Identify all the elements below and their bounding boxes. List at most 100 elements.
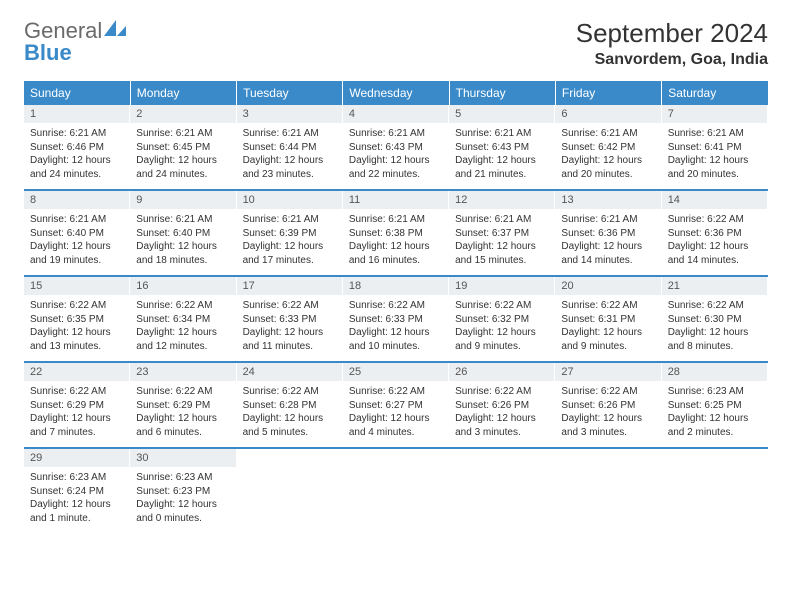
day-body: Sunrise: 6:21 AMSunset: 6:43 PMDaylight:… — [343, 123, 449, 189]
day-cell: 23Sunrise: 6:22 AMSunset: 6:29 PMDayligh… — [130, 362, 236, 448]
day-line-d1: Daylight: 12 hours — [30, 326, 124, 340]
day-line-sr: Sunrise: 6:22 AM — [561, 299, 655, 313]
day-line-ss: Sunset: 6:40 PM — [136, 227, 230, 241]
day-line-ss: Sunset: 6:24 PM — [30, 485, 124, 499]
day-number: 27 — [555, 363, 661, 381]
day-number: 11 — [343, 191, 449, 209]
day-cell: 27Sunrise: 6:22 AMSunset: 6:26 PMDayligh… — [555, 362, 661, 448]
day-cell: 8Sunrise: 6:21 AMSunset: 6:40 PMDaylight… — [24, 190, 130, 276]
day-number: 23 — [130, 363, 236, 381]
day-body: Sunrise: 6:22 AMSunset: 6:26 PMDaylight:… — [555, 381, 661, 447]
day-number: 21 — [662, 277, 768, 295]
day-line-d1: Daylight: 12 hours — [136, 240, 230, 254]
day-cell: 13Sunrise: 6:21 AMSunset: 6:36 PMDayligh… — [555, 190, 661, 276]
day-line-sr: Sunrise: 6:22 AM — [136, 385, 230, 399]
day-body: Sunrise: 6:21 AMSunset: 6:46 PMDaylight:… — [24, 123, 130, 189]
day-number: 30 — [130, 449, 236, 467]
day-cell: 26Sunrise: 6:22 AMSunset: 6:26 PMDayligh… — [449, 362, 555, 448]
day-line-d2: and 2 minutes. — [668, 426, 762, 440]
day-body: Sunrise: 6:22 AMSunset: 6:27 PMDaylight:… — [343, 381, 449, 447]
day-body: Sunrise: 6:22 AMSunset: 6:35 PMDaylight:… — [24, 295, 130, 361]
day-number-empty — [555, 449, 661, 467]
day-line-d1: Daylight: 12 hours — [349, 412, 443, 426]
day-line-ss: Sunset: 6:36 PM — [668, 227, 762, 241]
day-body: Sunrise: 6:21 AMSunset: 6:40 PMDaylight:… — [24, 209, 130, 275]
day-line-sr: Sunrise: 6:22 AM — [30, 385, 124, 399]
day-line-d2: and 14 minutes. — [561, 254, 655, 268]
day-line-sr: Sunrise: 6:22 AM — [455, 299, 549, 313]
day-cell — [555, 448, 661, 533]
day-line-ss: Sunset: 6:26 PM — [561, 399, 655, 413]
day-line-d2: and 10 minutes. — [349, 340, 443, 354]
day-line-d2: and 13 minutes. — [30, 340, 124, 354]
day-line-d1: Daylight: 12 hours — [136, 154, 230, 168]
day-line-sr: Sunrise: 6:23 AM — [30, 471, 124, 485]
day-line-d1: Daylight: 12 hours — [243, 326, 337, 340]
day-line-d2: and 9 minutes. — [561, 340, 655, 354]
day-cell: 15Sunrise: 6:22 AMSunset: 6:35 PMDayligh… — [24, 276, 130, 362]
day-number: 1 — [24, 105, 130, 123]
day-line-d1: Daylight: 12 hours — [668, 412, 762, 426]
day-body: Sunrise: 6:22 AMSunset: 6:29 PMDaylight:… — [24, 381, 130, 447]
day-number-empty — [662, 449, 768, 467]
day-of-week-header: Thursday — [449, 81, 555, 105]
day-line-ss: Sunset: 6:23 PM — [136, 485, 230, 499]
week-row: 22Sunrise: 6:22 AMSunset: 6:29 PMDayligh… — [24, 362, 768, 448]
day-number: 18 — [343, 277, 449, 295]
day-body: Sunrise: 6:22 AMSunset: 6:33 PMDaylight:… — [237, 295, 343, 361]
day-line-sr: Sunrise: 6:21 AM — [136, 127, 230, 141]
day-cell: 22Sunrise: 6:22 AMSunset: 6:29 PMDayligh… — [24, 362, 130, 448]
day-line-ss: Sunset: 6:26 PM — [455, 399, 549, 413]
day-number-empty — [237, 449, 343, 467]
day-number: 9 — [130, 191, 236, 209]
day-number: 15 — [24, 277, 130, 295]
day-line-ss: Sunset: 6:33 PM — [243, 313, 337, 327]
day-cell: 28Sunrise: 6:23 AMSunset: 6:25 PMDayligh… — [662, 362, 768, 448]
day-number: 12 — [449, 191, 555, 209]
logo-text: General Blue — [24, 18, 128, 64]
day-cell: 20Sunrise: 6:22 AMSunset: 6:31 PMDayligh… — [555, 276, 661, 362]
day-cell: 3Sunrise: 6:21 AMSunset: 6:44 PMDaylight… — [237, 105, 343, 190]
day-of-week-header: Wednesday — [343, 81, 449, 105]
day-number: 16 — [130, 277, 236, 295]
day-number: 24 — [237, 363, 343, 381]
day-cell: 10Sunrise: 6:21 AMSunset: 6:39 PMDayligh… — [237, 190, 343, 276]
day-body: Sunrise: 6:21 AMSunset: 6:42 PMDaylight:… — [555, 123, 661, 189]
day-line-ss: Sunset: 6:43 PM — [455, 141, 549, 155]
day-line-sr: Sunrise: 6:21 AM — [561, 213, 655, 227]
day-body: Sunrise: 6:23 AMSunset: 6:24 PMDaylight:… — [24, 467, 130, 533]
day-body: Sunrise: 6:21 AMSunset: 6:38 PMDaylight:… — [343, 209, 449, 275]
day-line-d1: Daylight: 12 hours — [30, 240, 124, 254]
day-body: Sunrise: 6:21 AMSunset: 6:44 PMDaylight:… — [237, 123, 343, 189]
week-row: 1Sunrise: 6:21 AMSunset: 6:46 PMDaylight… — [24, 105, 768, 190]
day-number: 8 — [24, 191, 130, 209]
day-line-sr: Sunrise: 6:22 AM — [668, 213, 762, 227]
day-cell — [662, 448, 768, 533]
day-line-d2: and 11 minutes. — [243, 340, 337, 354]
day-line-d2: and 20 minutes. — [668, 168, 762, 182]
day-number: 25 — [343, 363, 449, 381]
day-number: 13 — [555, 191, 661, 209]
day-line-d2: and 24 minutes. — [136, 168, 230, 182]
day-line-sr: Sunrise: 6:22 AM — [30, 299, 124, 313]
day-body: Sunrise: 6:22 AMSunset: 6:33 PMDaylight:… — [343, 295, 449, 361]
location: Sanvordem, Goa, India — [576, 51, 768, 69]
day-number: 29 — [24, 449, 130, 467]
day-line-d2: and 8 minutes. — [668, 340, 762, 354]
header: General Blue September 2024 Sanvordem, G… — [24, 18, 768, 69]
day-number: 2 — [130, 105, 236, 123]
day-line-d2: and 5 minutes. — [243, 426, 337, 440]
day-line-d2: and 6 minutes. — [136, 426, 230, 440]
day-line-d1: Daylight: 12 hours — [455, 412, 549, 426]
day-line-ss: Sunset: 6:29 PM — [136, 399, 230, 413]
day-line-ss: Sunset: 6:45 PM — [136, 141, 230, 155]
day-line-d1: Daylight: 12 hours — [561, 326, 655, 340]
day-number: 28 — [662, 363, 768, 381]
day-cell: 9Sunrise: 6:21 AMSunset: 6:40 PMDaylight… — [130, 190, 236, 276]
day-line-sr: Sunrise: 6:22 AM — [668, 299, 762, 313]
day-cell: 18Sunrise: 6:22 AMSunset: 6:33 PMDayligh… — [343, 276, 449, 362]
logo-text-blue: Blue — [24, 40, 72, 65]
day-body: Sunrise: 6:23 AMSunset: 6:25 PMDaylight:… — [662, 381, 768, 447]
day-cell: 19Sunrise: 6:22 AMSunset: 6:32 PMDayligh… — [449, 276, 555, 362]
day-line-sr: Sunrise: 6:21 AM — [30, 213, 124, 227]
